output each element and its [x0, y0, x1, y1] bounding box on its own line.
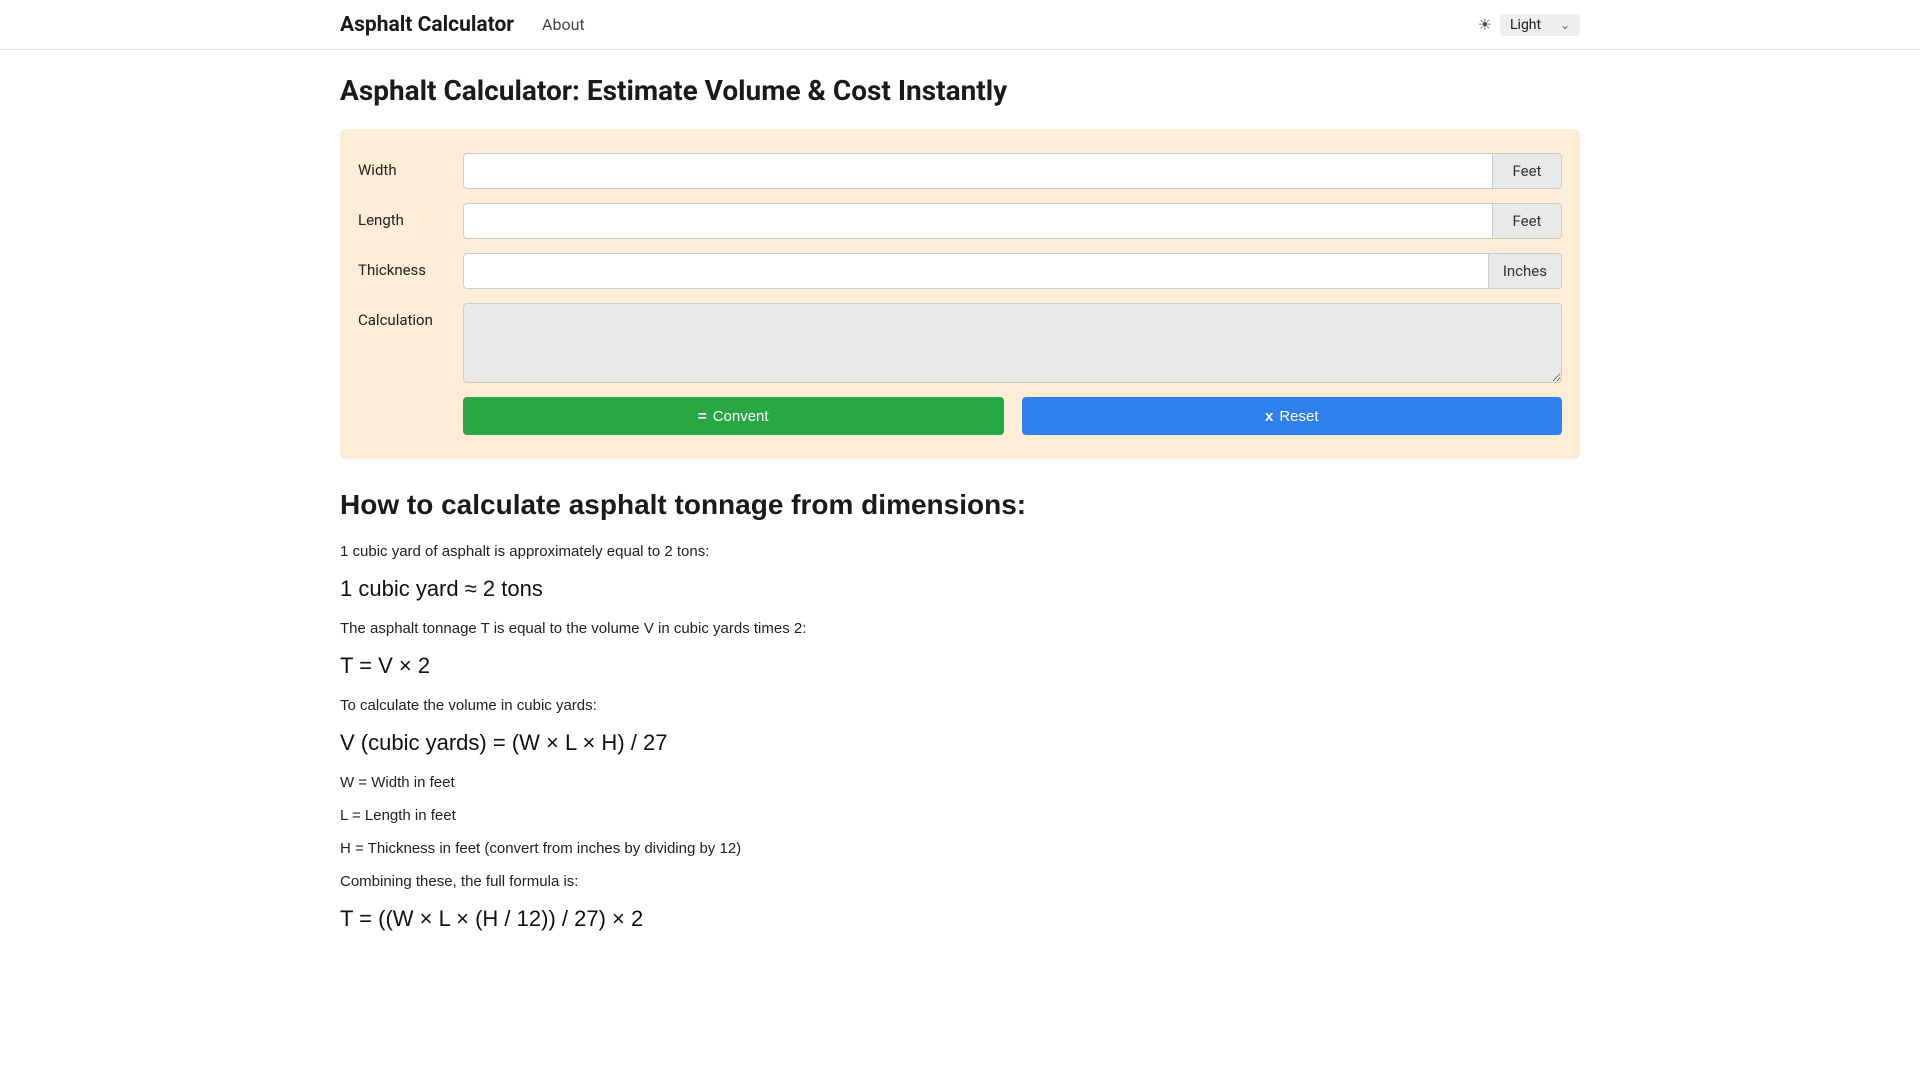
textarea-calculation[interactable] — [463, 303, 1562, 383]
theme-select[interactable]: Light ⌄ — [1500, 14, 1580, 36]
row-calculation: Calculation — [358, 303, 1562, 383]
chevron-down-icon: ⌄ — [1560, 18, 1570, 32]
input-group-thickness: Inches — [463, 253, 1562, 289]
content-line: H = Thickness in feet (convert from inch… — [340, 840, 1580, 857]
calculator-card: Width Feet Length Feet Thickness Inches … — [340, 129, 1580, 459]
content-section: How to calculate asphalt tonnage from di… — [340, 459, 1580, 932]
content-formula: 1 cubic yard ≈ 2 tons — [340, 576, 1580, 602]
navbar-left: Asphalt Calculator About — [340, 13, 585, 37]
theme-select-value: Light — [1510, 17, 1541, 33]
row-width: Width Feet — [358, 153, 1562, 189]
content-line: W = Width in feet — [340, 774, 1580, 791]
row-length: Length Feet — [358, 203, 1562, 239]
unit-thickness: Inches — [1488, 253, 1562, 289]
navbar: Asphalt Calculator About ☀ Light ⌄ — [0, 0, 1920, 50]
brand-title[interactable]: Asphalt Calculator — [340, 13, 514, 37]
input-group-width: Feet — [463, 153, 1562, 189]
input-length[interactable] — [463, 203, 1492, 239]
content-line: 1 cubic yard of asphalt is approximately… — [340, 543, 1580, 560]
label-calculation: Calculation — [358, 303, 463, 329]
reset-button-label: Reset — [1279, 408, 1318, 425]
content-line: Combining these, the full formula is: — [340, 873, 1580, 890]
unit-width: Feet — [1492, 153, 1562, 189]
content-line: L = Length in feet — [340, 807, 1580, 824]
close-icon: x — [1265, 408, 1273, 425]
section-heading: How to calculate asphalt tonnage from di… — [340, 489, 1580, 521]
main: Asphalt Calculator: Estimate Volume & Co… — [0, 50, 1920, 932]
content-formula: T = V × 2 — [340, 653, 1580, 679]
label-length: Length — [358, 203, 463, 229]
content-line: The asphalt tonnage T is equal to the vo… — [340, 620, 1580, 637]
convert-button-label: Convent — [713, 408, 769, 425]
page-title: Asphalt Calculator: Estimate Volume & Co… — [340, 74, 1580, 107]
navbar-right: ☀ Light ⌄ — [1478, 14, 1580, 36]
input-group-length: Feet — [463, 203, 1562, 239]
convert-button[interactable]: = Convent — [463, 397, 1004, 435]
label-width: Width — [358, 153, 463, 179]
input-thickness[interactable] — [463, 253, 1488, 289]
equals-icon: = — [698, 408, 707, 425]
content-formula: V (cubic yards) = (W × L × H) / 27 — [340, 730, 1580, 756]
input-width[interactable] — [463, 153, 1492, 189]
content-line: To calculate the volume in cubic yards: — [340, 697, 1580, 714]
unit-length: Feet — [1492, 203, 1562, 239]
button-row: = Convent x Reset — [463, 397, 1562, 435]
reset-button[interactable]: x Reset — [1022, 397, 1563, 435]
label-thickness: Thickness — [358, 253, 463, 279]
row-thickness: Thickness Inches — [358, 253, 1562, 289]
sun-icon: ☀ — [1478, 17, 1492, 33]
content-formula: T = ((W × L × (H / 12)) / 27) × 2 — [340, 906, 1580, 932]
nav-link-about[interactable]: About — [542, 15, 585, 34]
